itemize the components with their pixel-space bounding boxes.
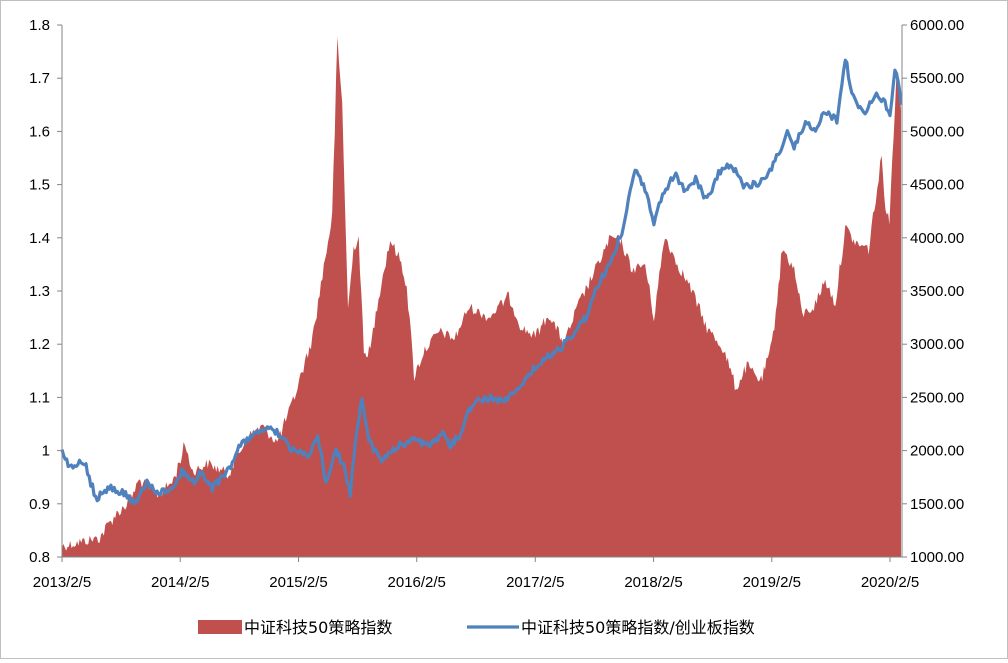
- y-left-tick-label: 1.7: [29, 70, 50, 87]
- legend-swatch-area: [198, 620, 242, 634]
- y-left-tick-label: 1.3: [29, 283, 50, 300]
- y-left-tick-label: 1.8: [29, 17, 50, 34]
- x-tick-label: 2019/2/5: [743, 574, 801, 591]
- x-tick-label: 2014/2/5: [151, 574, 209, 591]
- line-layer: [60, 58, 903, 506]
- y-right-tick-label: 4500.00: [910, 177, 964, 194]
- y-right-tick-label: 2000.00: [910, 443, 964, 460]
- y-right-tick-label: 3000.00: [910, 336, 964, 353]
- axes-layer: 0.8 0.9 1 1.1 1.2 1.3 1.4 1.5 1.6 1.7 1.8 1000.00 15…: [29, 17, 964, 591]
- y-left-tick-label: 1.2: [29, 336, 50, 353]
- y-right-tick-label: 1000.00: [910, 549, 964, 566]
- legend: 中证科技50策略指数 中证科技50策略指数/创业板指数: [198, 618, 755, 637]
- x-tick-label: 2020/2/5: [861, 574, 919, 591]
- y-left-tick-label: 1.5: [29, 177, 50, 194]
- y-right-tick-label: 6000.00: [910, 17, 964, 34]
- area-layer: [62, 36, 901, 557]
- y-left-tick-label: 1.4: [29, 230, 50, 247]
- x-tick-label: 2017/2/5: [506, 574, 564, 591]
- legend-label-area: 中证科技50策略指数: [244, 618, 392, 637]
- x-tick-label: 2018/2/5: [624, 574, 682, 591]
- y-right-tick-label: 1500.00: [910, 496, 964, 513]
- x-tick-label: 2015/2/5: [269, 574, 327, 591]
- y-left-tick-label: 0.8: [29, 549, 50, 566]
- y-right-tick-label: 5000.00: [910, 123, 964, 140]
- area-series-strategy-index: [62, 36, 901, 557]
- y-left-tick-label: 0.9: [29, 496, 50, 513]
- y-right-tick-label: 3500.00: [910, 283, 964, 300]
- y-right-tick-label: 5500.00: [910, 70, 964, 87]
- y-left-tick-label: 1.1: [29, 389, 50, 406]
- y-right-tick-label: 2500.00: [910, 389, 964, 406]
- y-left-tick-label: 1: [42, 443, 50, 460]
- y-right-tick-label: 4000.00: [910, 230, 964, 247]
- x-tick-label: 2016/2/5: [388, 574, 446, 591]
- legend-label-line: 中证科技50策略指数/创业板指数: [521, 618, 755, 637]
- x-tick-label: 2013/2/5: [33, 574, 91, 591]
- y-left-tick-label: 1.6: [29, 123, 50, 140]
- line-series-ratio: [60, 58, 903, 506]
